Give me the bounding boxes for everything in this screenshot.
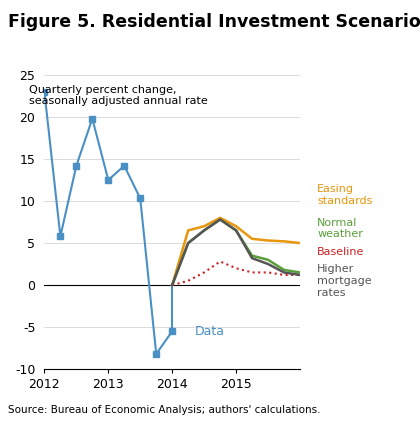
Text: Baseline: Baseline (317, 247, 365, 258)
Text: Figure 5. Residential Investment Scenarios: Figure 5. Residential Investment Scenari… (8, 13, 420, 31)
Text: Quarterly percent change,
seasonally adjusted annual rate: Quarterly percent change, seasonally adj… (29, 85, 208, 106)
Text: Data: Data (194, 325, 225, 338)
Text: Higher
mortgage
rates: Higher mortgage rates (317, 264, 372, 297)
Text: Easing
standards: Easing standards (317, 184, 373, 206)
Text: Source: Bureau of Economic Analysis; authors' calculations.: Source: Bureau of Economic Analysis; aut… (8, 404, 321, 415)
Text: Normal
weather: Normal weather (317, 218, 363, 239)
